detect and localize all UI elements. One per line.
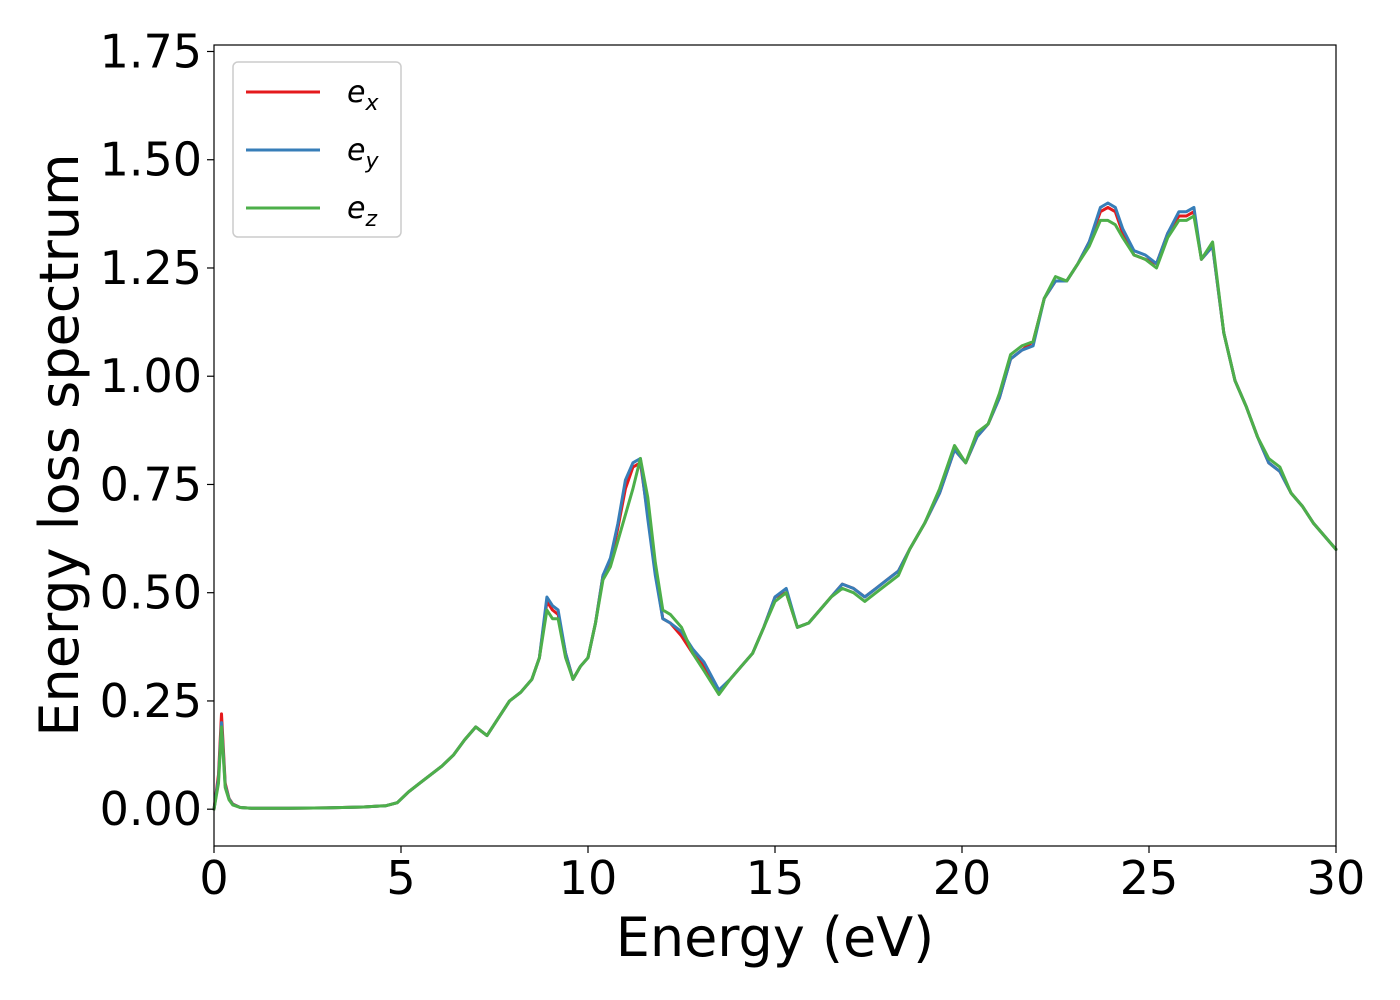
x-axis-label: Energy (eV) <box>616 906 935 969</box>
x-tick-label: 30 <box>1307 851 1366 905</box>
x-tick-label: 25 <box>1120 851 1179 905</box>
y-axis-label: Energy loss spectrum <box>28 153 91 736</box>
x-tick-label: 15 <box>746 851 805 905</box>
series-layer <box>212 201 1338 811</box>
x-tick-label: 20 <box>933 851 992 905</box>
y-tick-label: 0.00 <box>100 782 202 836</box>
x-axis: 0 5 10 15 20 25 30 <box>199 846 1365 905</box>
y-tick-label: 1.25 <box>100 241 202 295</box>
x-tick-label: 0 <box>199 851 228 905</box>
y-axis: 0.00 0.25 0.50 0.75 1.00 1.25 1.50 1.75 <box>100 24 214 836</box>
legend-label-y: ey <box>347 133 379 174</box>
series-line-z <box>212 214 1338 811</box>
y-tick-label: 0.50 <box>100 566 202 620</box>
legend-label-z: ez <box>347 191 377 232</box>
y-tick-label: 1.50 <box>100 133 202 187</box>
y-tick-label: 1.00 <box>100 349 202 403</box>
x-tick-label: 5 <box>386 851 415 905</box>
y-tick-label: 1.75 <box>100 24 202 78</box>
y-tick-label: 0.75 <box>100 457 202 511</box>
legend-label-x: ex <box>347 75 379 116</box>
legend: ex ey ez <box>232 61 402 238</box>
y-tick-label: 0.25 <box>100 674 202 728</box>
x-tick-label: 10 <box>559 851 618 905</box>
